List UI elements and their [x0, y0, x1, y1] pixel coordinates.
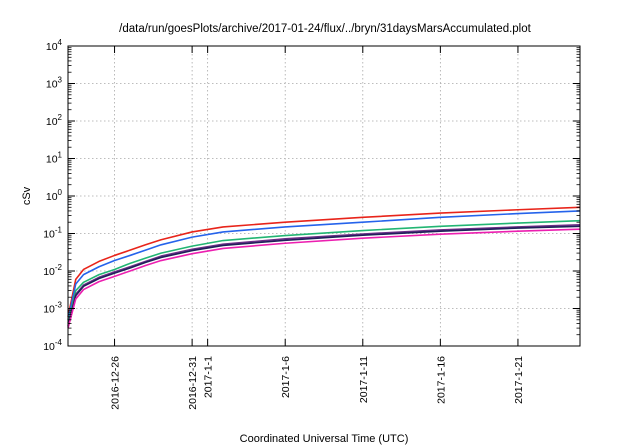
- y-tick-label: 101: [46, 151, 63, 166]
- series-line-4: [67, 224, 581, 326]
- series-line-5: [67, 225, 581, 327]
- series-line-6: [67, 228, 581, 329]
- series-line-2: [67, 210, 581, 320]
- x-tick-label: 2016-12-26: [110, 356, 122, 410]
- y-tick-label: 103: [46, 76, 63, 91]
- y-tick-label: 104: [46, 38, 63, 53]
- y-tick-label: 100: [46, 188, 63, 203]
- x-tick-label: 2017-1-21: [513, 356, 525, 404]
- y-tick-label: 102: [46, 113, 63, 128]
- series-line-3: [67, 219, 581, 324]
- x-tick-label: 2017-1-1: [203, 356, 215, 398]
- x-tick-label: 2017-1-16: [435, 356, 447, 404]
- x-axis-label: Coordinated Universal Time (UTC): [240, 433, 409, 445]
- series-line-1: [67, 206, 581, 317]
- y-tick-label: 10-1: [43, 226, 62, 241]
- x-axis: 2016-12-26 2016-12-31 2017-1-1 2017-1-6 2017…: [110, 46, 525, 410]
- x-tick-label: 2016-12-31: [187, 356, 199, 410]
- y-axis: 10-4 10-3 10-2 10-1 100 101 102 103 104: [43, 38, 580, 353]
- y-tick-label: 10-4: [43, 338, 62, 353]
- series-layer: [67, 206, 581, 329]
- y-axis-label: cSv: [21, 186, 33, 205]
- chart-title: /data/run/goesPlots/archive/2017-01-24/f…: [119, 23, 531, 35]
- x-tick-label: 2017-1-11: [358, 356, 370, 403]
- y-tick-label: 10-3: [43, 301, 62, 316]
- grid: [68, 46, 580, 346]
- x-tick-label: 2017-1-6: [280, 356, 292, 398]
- y-tick-label: 10-2: [43, 263, 62, 278]
